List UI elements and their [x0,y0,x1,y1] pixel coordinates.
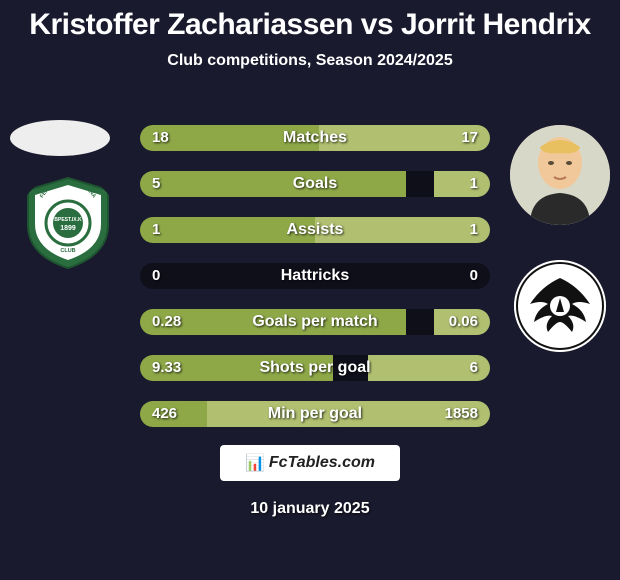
brand-text: FcTables.com [269,454,375,472]
club1-crest: BPEST.IX.K 1899 FERENCVÁROSI TORNA CLUB [18,175,118,270]
club2-crest [514,260,606,352]
page-subtitle: Club competitions, Season 2024/2025 [0,52,620,70]
stat-row: 11Assists [140,217,490,243]
svg-text:BPEST.IX.K: BPEST.IX.K [54,217,82,223]
stat-label: Goals [140,171,490,197]
stat-label: Shots per goal [140,355,490,381]
stat-row: 1817Matches [140,125,490,151]
stat-row: 4261858Min per goal [140,401,490,427]
stat-row: 9.336Shots per goal [140,355,490,381]
footer-date: 10 january 2025 [0,500,620,518]
stat-label: Hattricks [140,263,490,289]
player1-avatar [10,120,110,156]
page-title: Kristoffer Zachariassen vs Jorrit Hendri… [0,0,620,42]
stat-label: Goals per match [140,309,490,335]
svg-text:CLUB: CLUB [60,248,75,254]
stat-label: Assists [140,217,490,243]
stat-row: 0.280.06Goals per match [140,309,490,335]
brand-badge: 📊 FcTables.com [220,445,400,481]
stat-row: 51Goals [140,171,490,197]
comparison-bars: 1817Matches 51Goals 11Assists 00Hattricks 0.… [140,125,490,447]
svg-text:1899: 1899 [60,225,76,232]
stat-label: Min per goal [140,401,490,427]
stat-row: 00Hattricks [140,263,490,289]
chart-icon: 📊 [245,453,265,473]
player2-avatar [510,125,610,225]
stat-label: Matches [140,125,490,151]
